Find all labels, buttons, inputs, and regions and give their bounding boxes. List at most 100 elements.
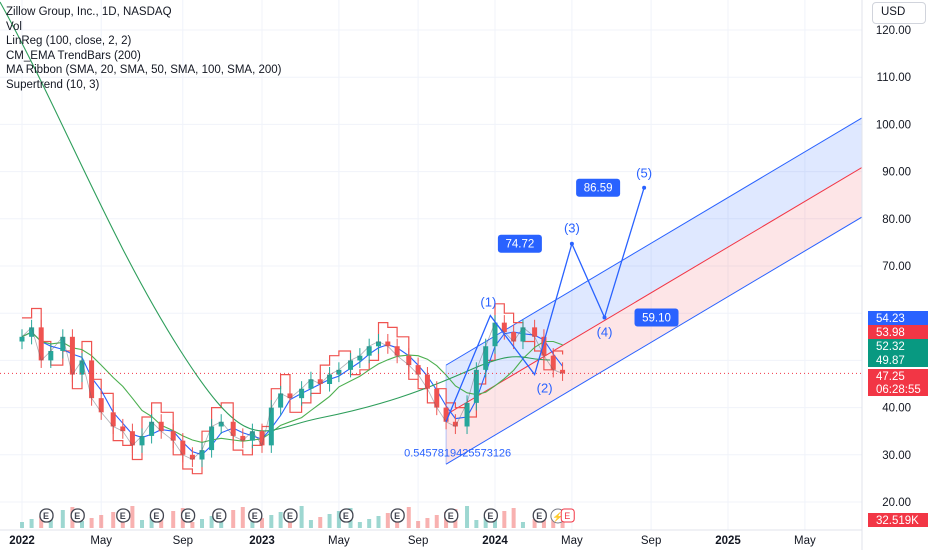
- volume-bar: [327, 514, 332, 528]
- wave-point[interactable]: [602, 315, 607, 320]
- elliott-wave-path[interactable]: [445, 187, 645, 423]
- earnings-marker[interactable]: [444, 508, 459, 523]
- earnings-marker[interactable]: [180, 508, 196, 523]
- price-scale-badge: [868, 339, 928, 353]
- volume-bar: [483, 517, 488, 528]
- wave-price-label: 86.59: [584, 183, 613, 195]
- split-icon-glyph: ⚡: [552, 511, 563, 523]
- earnings-marker[interactable]: [532, 508, 547, 523]
- earnings-icon: E: [74, 511, 80, 521]
- volume-bar: [140, 520, 144, 528]
- candle-body: [287, 393, 293, 399]
- indicator-vol[interactable]: Vol: [6, 20, 22, 33]
- volume-bar: [200, 519, 204, 528]
- candle-body: [394, 346, 400, 356]
- earnings-icon: E: [487, 511, 493, 521]
- price-tick-label: 80.00: [882, 214, 911, 226]
- candle-body: [268, 407, 274, 446]
- indicator-ema-trendbars[interactable]: CM_EMA TrendBars (200): [6, 49, 141, 62]
- candle-body: [60, 336, 66, 351]
- candle-body: [560, 369, 566, 374]
- price-scale-badge-label: 32.519K: [876, 515, 919, 527]
- regression-lower-band: [446, 125, 932, 465]
- volume-bar: [60, 510, 65, 528]
- wave-price-badge[interactable]: [497, 234, 542, 253]
- candle-body: [501, 322, 507, 333]
- price-tick-label: 20.00: [882, 497, 911, 509]
- price-scale-badge: [868, 353, 928, 367]
- indicator-supertrend[interactable]: Supertrend (10, 3): [6, 78, 100, 91]
- time-axis[interactable]: [0, 530, 862, 550]
- volume-bar: [474, 520, 479, 528]
- candle-body: [541, 336, 547, 356]
- candle-body: [348, 360, 354, 370]
- volume-bar: [80, 521, 84, 528]
- candle-body: [89, 360, 95, 399]
- candle-body: [357, 355, 363, 361]
- volume-bar: [541, 516, 546, 528]
- earnings-marker[interactable]: [483, 508, 498, 523]
- elliott-wave-label: (2): [537, 381, 553, 396]
- volume-bar: [336, 511, 341, 528]
- candle-body: [218, 421, 224, 427]
- elliott-wave-label: (4): [597, 324, 613, 339]
- volume-bar: [209, 516, 214, 528]
- candle-body: [249, 431, 255, 441]
- close-price-line: [21, 321, 563, 460]
- time-tick-label: Sep: [641, 535, 661, 547]
- elliott-wave-label: (5): [636, 166, 652, 181]
- symbol-title[interactable]: Zillow Group, Inc., 1D, NASDAQ: [6, 6, 172, 18]
- price-tick-label: 90.00: [882, 167, 911, 179]
- candle-body: [158, 421, 164, 432]
- candle-body: [180, 440, 186, 455]
- wave-point[interactable]: [642, 185, 647, 190]
- currency-button[interactable]: USD: [872, 2, 926, 24]
- candle-body: [434, 388, 440, 408]
- wave-point[interactable]: [569, 241, 574, 246]
- candle-body: [98, 398, 104, 413]
- candle-body: [259, 431, 265, 446]
- earnings-marker[interactable]: [248, 508, 263, 523]
- price-scale-badge: [868, 513, 928, 527]
- wave-price-label: 74.72: [505, 239, 534, 251]
- price-tick-label: 120.00: [876, 25, 911, 37]
- elliott-wave-label: (3): [564, 221, 580, 236]
- candle-body: [511, 332, 517, 342]
- indicator-ma-ribbon[interactable]: MA Ribbon (SMA, 20, SMA, 50, SMA, 100, S…: [6, 64, 282, 77]
- earnings-icon: E: [153, 511, 159, 521]
- earnings-marker[interactable]: [39, 508, 54, 523]
- candle-body: [317, 379, 323, 384]
- earnings-marker[interactable]: [390, 508, 405, 523]
- indicator-linreg[interactable]: LinReg (100, close, 2, 2): [6, 35, 132, 48]
- earnings-upcoming-marker[interactable]: [560, 508, 575, 523]
- volume-bar: [250, 521, 255, 528]
- earnings-marker[interactable]: [212, 508, 227, 523]
- volume-bar: [190, 522, 195, 528]
- candle-body: [79, 360, 85, 375]
- time-tick-label: May: [90, 535, 112, 547]
- candle-body: [278, 393, 284, 408]
- earnings-marker[interactable]: [70, 508, 85, 523]
- candle-body: [209, 426, 215, 451]
- volume-bar: [532, 519, 537, 528]
- candle-body: [308, 379, 314, 389]
- price-tick-label: 40.00: [882, 403, 911, 415]
- earnings-marker[interactable]: [149, 508, 165, 523]
- wave-price-badge[interactable]: [634, 308, 679, 327]
- time-tick-label: Sep: [173, 535, 193, 547]
- time-tick-label: 2025: [715, 535, 741, 547]
- volume-bar: [299, 506, 304, 528]
- candle-body: [29, 327, 35, 337]
- candle-body: [299, 388, 305, 399]
- earnings-marker[interactable]: [116, 508, 131, 523]
- candle-body: [38, 327, 44, 361]
- time-tick-label: May: [794, 535, 816, 547]
- earnings-marker[interactable]: [339, 508, 354, 523]
- price-axis[interactable]: [862, 0, 932, 550]
- price-scale-badge: [868, 325, 928, 339]
- earnings-marker[interactable]: [283, 508, 298, 523]
- candle-body: [69, 336, 75, 375]
- regression-lower-line: [445, 174, 932, 465]
- wave-price-badge[interactable]: [576, 178, 621, 197]
